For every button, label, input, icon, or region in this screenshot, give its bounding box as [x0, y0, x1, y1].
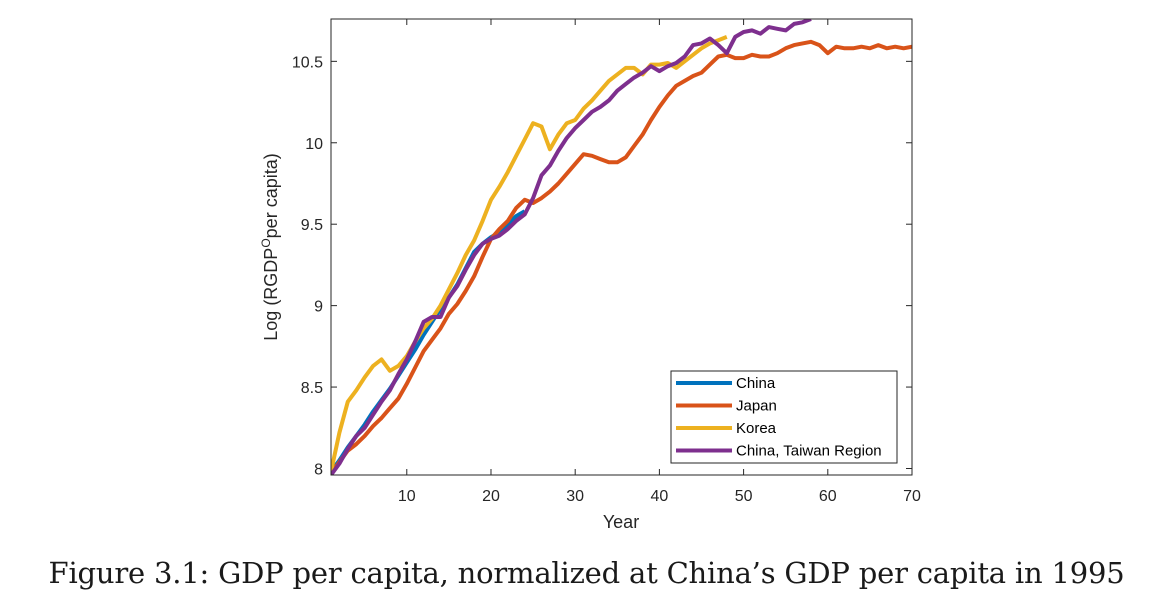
chart: 10 20 30 40 50 60 70 8 8.5 9 9.5 10 10.5 Year Log (R… — [259, 18, 921, 532]
x-tick-label: 10 — [398, 488, 416, 505]
series-line-china-taiwan-region — [331, 19, 812, 475]
x-tick-label: 50 — [735, 488, 753, 505]
x-axis-title: Year — [603, 512, 639, 532]
y-tick-label: 9.5 — [301, 217, 323, 234]
x-tick-label: 60 — [819, 488, 837, 505]
plot-frame — [330, 18, 913, 476]
x-tick-label: 20 — [482, 488, 500, 505]
y-tick-label: 10.5 — [292, 54, 323, 71]
legend-label-china-taiwan-region: China, Taiwan Region — [736, 443, 882, 460]
x-tick-label: 40 — [650, 488, 668, 505]
y-axis-title-tail: per capita) — [261, 153, 281, 238]
legend-label-china: China — [736, 375, 776, 392]
series-group — [331, 19, 912, 475]
figure-caption: Figure 3.1: GDP per capita, normalized a… — [48, 556, 1125, 590]
legend-label-japan: Japan — [736, 398, 777, 415]
series-line-japan — [331, 39, 912, 475]
legend-box — [670, 370, 898, 464]
y-axis-title: Log (RGDPOper capita) — [259, 153, 281, 340]
y-tick-label: 8.5 — [301, 380, 323, 397]
legend: China Japan Korea China, Taiwan Region — [670, 370, 898, 464]
y-tick-label: 9 — [314, 299, 323, 316]
x-tick-label: 30 — [566, 488, 584, 505]
x-tick-label: 70 — [903, 488, 921, 505]
series-line-korea — [331, 35, 728, 473]
y-axis-title-main: Log (RGDP — [261, 248, 281, 341]
y-tick-label: 10 — [305, 136, 323, 153]
y-axis-title-superscript: O — [259, 238, 273, 247]
tick-labels: 10 20 30 40 50 60 70 8 8.5 9 9.5 10 10.5 — [292, 54, 921, 505]
y-tick-label: 8 — [314, 461, 323, 478]
legend-label-korea: Korea — [736, 420, 777, 437]
